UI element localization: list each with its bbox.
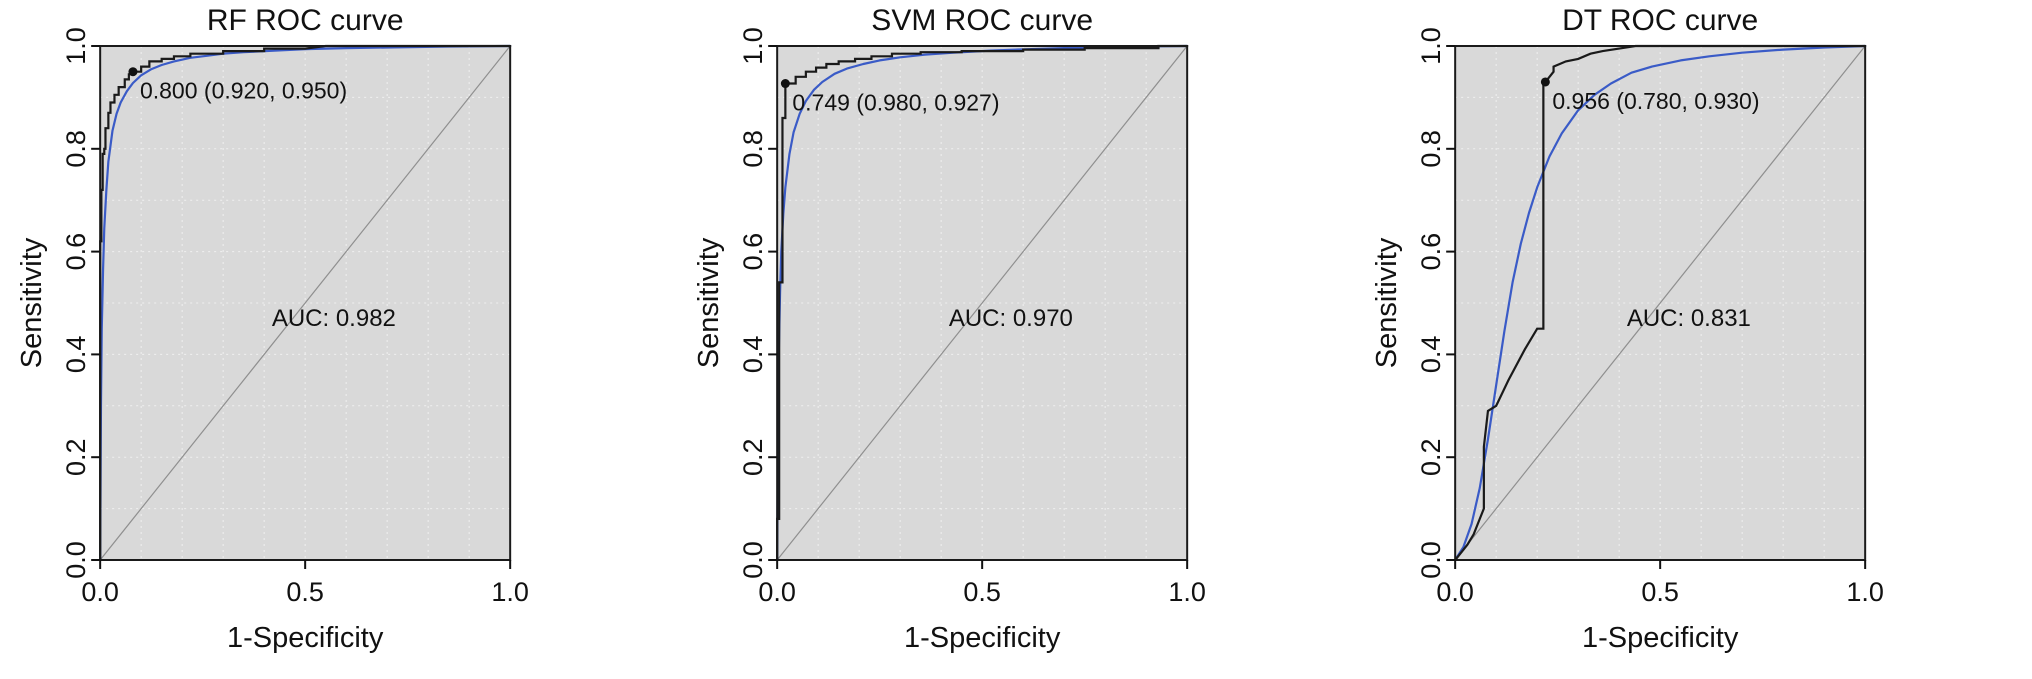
- roc-curve-line: [99, 44, 512, 562]
- y-axis-label: Sensitivity: [693, 237, 725, 368]
- diagonal-reference-line: [777, 45, 1188, 561]
- chart-title: SVM ROC curve: [872, 4, 1094, 37]
- x-axis-label: 1-Specificity: [1582, 622, 1739, 654]
- chart-title: DT ROC curve: [1562, 4, 1758, 37]
- x-tick-label: 0.5: [1641, 577, 1679, 607]
- auc-label: AUC: 0.982: [272, 305, 396, 332]
- best-threshold-point: [128, 67, 138, 77]
- x-tick-label: 1.0: [491, 577, 529, 607]
- y-tick-label: 0.4: [1416, 336, 1446, 374]
- roc-curve-line: [1453, 44, 1866, 562]
- best-threshold-label: 0.956 (0.780, 0.930): [1552, 88, 1759, 114]
- roc-curve-line: [776, 44, 1189, 562]
- y-tick-label: 1.0: [738, 27, 768, 65]
- y-tick-label: 0.4: [61, 336, 91, 374]
- y-tick-label: 0.8: [1416, 130, 1446, 168]
- dt-roc-chart: 0.956 (0.780, 0.930) AUC: 0.831 0.0 0.5 1.0 0…: [1371, 4, 1884, 654]
- auc-label: AUC: 0.831: [1626, 305, 1750, 332]
- y-tick-label: 0.2: [738, 438, 768, 476]
- x-tick-label: 0.5: [964, 577, 1002, 607]
- y-tick-label: 1.0: [61, 27, 91, 65]
- y-axis-label: Sensitivity: [16, 237, 48, 368]
- best-threshold-label: 0.749 (0.980, 0.927): [793, 90, 1000, 116]
- panel-svm-roc: 0.749 (0.980, 0.927) AUC: 0.970 0.0 0.5 1.0 0…: [677, 0, 1354, 679]
- y-tick-label: 0.2: [1416, 438, 1446, 476]
- best-threshold-point: [781, 79, 791, 89]
- y-tick-label: 0.0: [738, 541, 768, 579]
- y-tick-label: 0.6: [738, 233, 768, 271]
- x-axis-label: 1-Specificity: [904, 622, 1061, 654]
- x-tick-label: 1.0: [1169, 577, 1207, 607]
- smoothed-roc-curve-line: [1453, 44, 1866, 562]
- diagonal-reference-line: [1454, 45, 1866, 561]
- y-tick-label: 0.8: [61, 130, 91, 168]
- chart-title: RF ROC curve: [207, 4, 404, 37]
- x-tick-label: 0.0: [81, 577, 119, 607]
- y-axis-label: Sensitivity: [1371, 237, 1403, 368]
- best-threshold-point: [1540, 77, 1550, 87]
- best-threshold-label: 0.800 (0.920, 0.950): [140, 78, 347, 104]
- x-tick-label: 0.5: [286, 577, 324, 607]
- y-tick-label: 0.6: [61, 233, 91, 271]
- y-tick-label: 0.0: [61, 541, 91, 579]
- y-tick-label: 0.4: [738, 336, 768, 374]
- x-axis-label: 1-Specificity: [227, 622, 384, 654]
- y-tick-label: 0.0: [1416, 541, 1446, 579]
- x-tick-label: 0.0: [1436, 577, 1474, 607]
- x-tick-label: 0.0: [759, 577, 797, 607]
- auc-label: AUC: 0.970: [949, 305, 1073, 332]
- svm-roc-chart: 0.749 (0.980, 0.927) AUC: 0.970 0.0 0.5 1.0 0…: [693, 4, 1207, 654]
- panel-rf-roc: 0.800 (0.920, 0.950) AUC: 0.982 0.0 0.5 1.0 0…: [0, 0, 677, 679]
- y-tick-label: 0.6: [1416, 233, 1446, 271]
- y-tick-label: 0.8: [738, 130, 768, 168]
- y-tick-label: 1.0: [1416, 27, 1446, 65]
- y-tick-label: 0.2: [61, 438, 91, 476]
- panel-dt-roc: 0.956 (0.780, 0.930) AUC: 0.831 0.0 0.5 1.0 0…: [1355, 0, 2032, 679]
- diagonal-reference-line: [99, 45, 511, 561]
- rf-roc-chart: 0.800 (0.920, 0.950) AUC: 0.982 0.0 0.5 1.0 0…: [16, 4, 529, 654]
- x-tick-label: 1.0: [1846, 577, 1884, 607]
